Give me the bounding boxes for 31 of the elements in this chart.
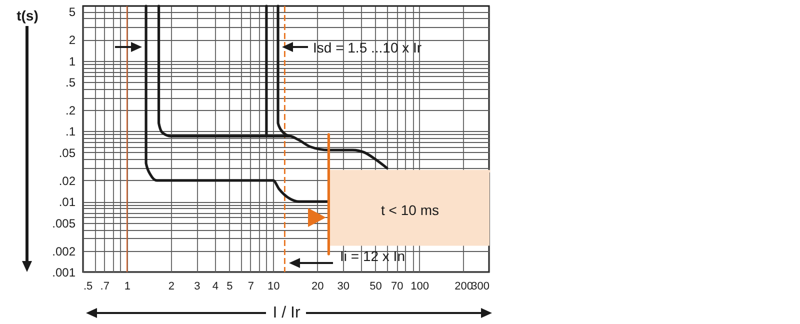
y-tick-label: .01	[58, 195, 76, 210]
y-tick-label: .2	[65, 103, 76, 118]
x-tick-label: 200	[454, 280, 473, 292]
y-tick-label: .005	[52, 216, 76, 230]
x-tick-label: .5	[84, 280, 93, 292]
x-tick-label: 20	[312, 280, 324, 292]
y-tick-label: .05	[58, 146, 76, 160]
y-tick-label: 2	[68, 33, 76, 48]
x-tick-label: 50	[370, 280, 382, 292]
x-tick-label: 70	[391, 280, 404, 292]
annotation: t < 10 ms	[381, 202, 439, 218]
x-tick-label: .7	[100, 280, 110, 292]
x-tick-label: 5	[226, 280, 233, 292]
x-tick-label: 1	[124, 280, 131, 292]
y-tick-label: .001	[52, 266, 76, 280]
x-tick-label: 300	[471, 280, 490, 292]
x-tick-label: 10	[268, 280, 280, 292]
y-tick-label: 5	[68, 5, 76, 20]
x-axis-title: I / Ir	[272, 304, 301, 322]
x-tick-label: 4	[212, 280, 219, 292]
y-tick-label: .5	[65, 75, 76, 90]
x-tick-label: 30	[337, 280, 350, 292]
y-tick-label: .1	[65, 124, 76, 139]
y-axis-title: t(s)	[16, 8, 38, 24]
y-tick-label: .002	[52, 244, 76, 258]
y-tick-label: .02	[58, 174, 76, 188]
x-tick-label: 7	[248, 280, 254, 292]
x-tick-label: 3	[194, 280, 200, 292]
y-tick-label: 1	[68, 54, 76, 68]
x-tick-label: 2	[168, 280, 175, 292]
x-tick-label: 100	[410, 280, 429, 292]
